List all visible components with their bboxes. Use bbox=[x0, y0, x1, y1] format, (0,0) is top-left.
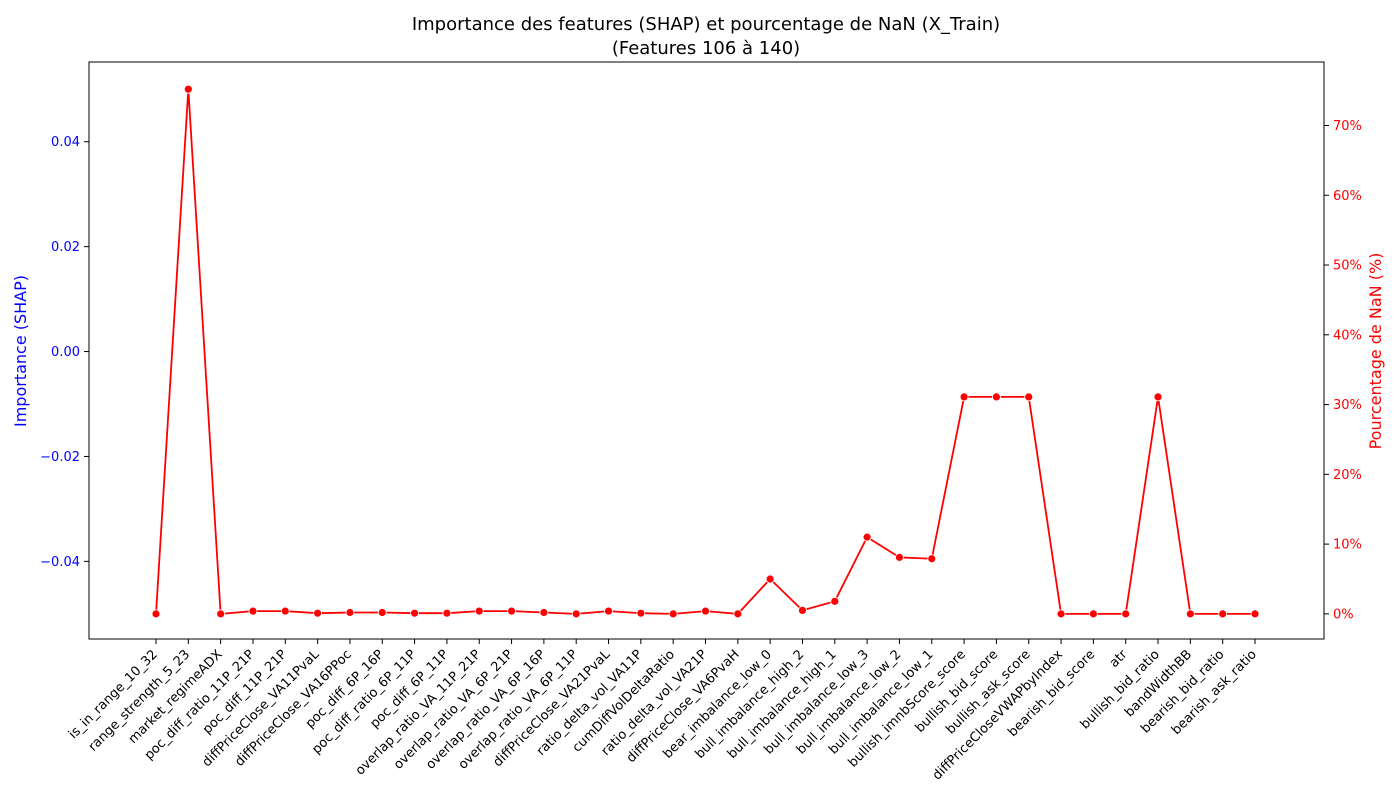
data-point bbox=[1088, 609, 1098, 619]
left-tick-label: 0.02 bbox=[51, 240, 80, 255]
chart-title-line2: (Features 106 à 140) bbox=[612, 38, 800, 59]
data-point bbox=[216, 609, 226, 619]
right-tick-label: 40% bbox=[1333, 328, 1362, 343]
right-tick-label: 70% bbox=[1333, 119, 1362, 134]
data-point bbox=[345, 608, 355, 617]
data-point bbox=[280, 606, 290, 616]
right-axis-label: Pourcentage de NaN (%) bbox=[1366, 253, 1385, 450]
left-tick-label: −0.02 bbox=[40, 450, 80, 465]
data-point bbox=[959, 392, 969, 402]
data-point bbox=[313, 608, 323, 618]
plot-area bbox=[88, 61, 1325, 640]
right-tick-label: 20% bbox=[1333, 468, 1362, 483]
data-point bbox=[1185, 609, 1195, 619]
data-point bbox=[830, 596, 840, 606]
x-axis-ticks: is_in_range_10_32range_strength_5_23mark… bbox=[66, 639, 1260, 783]
left-axis-label: Importance (SHAP) bbox=[11, 275, 30, 427]
data-point bbox=[183, 84, 193, 94]
right-tick-label: 10% bbox=[1333, 538, 1362, 553]
data-point bbox=[474, 606, 484, 616]
left-tick-label: 0.04 bbox=[51, 135, 80, 150]
data-point bbox=[701, 606, 710, 616]
data-point bbox=[410, 608, 419, 618]
data-point bbox=[862, 532, 872, 542]
data-point bbox=[442, 608, 452, 618]
data-point bbox=[733, 609, 743, 619]
right-tick-label: 50% bbox=[1333, 259, 1362, 274]
x-tick-label: atr bbox=[1107, 647, 1131, 671]
right-tick-label: 60% bbox=[1333, 189, 1362, 204]
data-point bbox=[1024, 392, 1034, 402]
series-line bbox=[155, 88, 1255, 615]
data-point bbox=[798, 605, 807, 615]
data-point bbox=[668, 609, 678, 619]
right-axis-ticks: 0% 10% 20% 30% 40% 50% 60% 70% bbox=[1324, 119, 1362, 622]
data-point bbox=[377, 608, 387, 617]
data-point bbox=[1250, 609, 1260, 619]
data-point bbox=[248, 606, 258, 616]
data-point bbox=[765, 574, 775, 584]
right-tick-label: 0% bbox=[1333, 607, 1354, 622]
data-point bbox=[1218, 609, 1228, 619]
data-point bbox=[636, 608, 646, 618]
data-point bbox=[1153, 392, 1163, 402]
left-tick-label: 0.00 bbox=[51, 345, 80, 360]
data-point bbox=[1056, 609, 1066, 619]
chart-title-line1: Importance des features (SHAP) et pource… bbox=[412, 14, 1000, 35]
right-tick-label: 30% bbox=[1333, 398, 1362, 413]
data-point bbox=[895, 552, 904, 562]
data-point bbox=[927, 554, 937, 564]
data-point bbox=[507, 606, 516, 616]
data-point bbox=[604, 606, 613, 616]
data-point bbox=[1121, 609, 1131, 619]
left-tick-label: −0.04 bbox=[40, 555, 80, 570]
data-point bbox=[151, 609, 161, 619]
data-point bbox=[992, 392, 1001, 402]
data-point bbox=[539, 608, 549, 617]
left-axis-ticks: −0.04 −0.02 0.00 0.02 0.04 bbox=[40, 135, 89, 570]
data-point bbox=[571, 609, 581, 619]
series-layer bbox=[151, 84, 1260, 619]
